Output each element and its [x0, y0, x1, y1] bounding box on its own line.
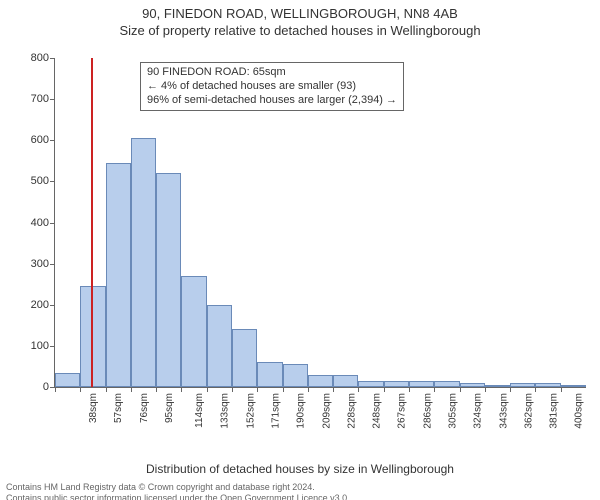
histogram-bar — [232, 329, 257, 387]
chart-subtitle: Size of property relative to detached ho… — [0, 23, 600, 38]
x-tick-label: 57sqm — [113, 393, 124, 423]
x-tick-label: 38sqm — [88, 393, 99, 423]
x-tick — [257, 387, 258, 392]
y-tick-label: 800 — [31, 52, 55, 64]
annotation-line2: ← 4% of detached houses are smaller (93) — [147, 80, 397, 94]
y-tick-label: 0 — [43, 381, 55, 393]
x-tick-label: 400sqm — [574, 393, 585, 429]
y-tick-label: 100 — [31, 340, 55, 352]
histogram-bar — [535, 383, 560, 387]
x-tick-label: 305sqm — [448, 393, 459, 429]
x-tick-label: 190sqm — [296, 393, 307, 429]
histogram-bar — [434, 381, 459, 387]
x-tick — [333, 387, 334, 392]
x-tick — [207, 387, 208, 392]
annotation-line1: 90 FINEDON ROAD: 65sqm — [147, 66, 397, 80]
x-tick-label: 228sqm — [346, 393, 357, 429]
y-tick-label: 500 — [31, 175, 55, 187]
y-tick-label: 600 — [31, 134, 55, 146]
histogram-bar — [55, 373, 80, 387]
x-tick — [308, 387, 309, 392]
annotation-line3: 96% of semi-detached houses are larger (… — [147, 94, 397, 108]
histogram-bar — [257, 362, 282, 387]
x-tick-label: 248sqm — [372, 393, 383, 429]
x-tick-label: 152sqm — [245, 393, 256, 429]
x-tick — [232, 387, 233, 392]
x-tick — [106, 387, 107, 392]
reference-line — [91, 58, 93, 387]
x-tick-label: 133sqm — [220, 393, 231, 429]
histogram-bar — [460, 383, 485, 387]
footer-line1: Contains HM Land Registry data © Crown c… — [6, 482, 594, 493]
x-tick — [409, 387, 410, 392]
x-tick-label: 343sqm — [498, 393, 509, 429]
x-tick — [358, 387, 359, 392]
footer: Contains HM Land Registry data © Crown c… — [6, 482, 594, 500]
footer-line2: Contains public sector information licen… — [6, 493, 594, 500]
histogram-bar — [358, 381, 383, 387]
x-tick — [535, 387, 536, 392]
x-tick-label: 267sqm — [397, 393, 408, 429]
x-tick — [131, 387, 132, 392]
y-tick-label: 400 — [31, 217, 55, 229]
histogram-bar — [207, 305, 232, 387]
x-tick-label: 381sqm — [549, 393, 560, 429]
histogram-bar — [485, 385, 510, 387]
x-tick-label: 76sqm — [139, 393, 150, 423]
histogram-bar — [333, 375, 358, 387]
histogram-bar — [283, 364, 308, 387]
x-axis-caption: Distribution of detached houses by size … — [0, 462, 600, 476]
histogram-bar — [156, 173, 181, 387]
x-tick-label: 324sqm — [473, 393, 484, 429]
x-tick — [283, 387, 284, 392]
x-tick — [80, 387, 81, 392]
histogram-bar — [106, 163, 131, 387]
x-tick — [384, 387, 385, 392]
x-tick — [510, 387, 511, 392]
plot: 90 FINEDON ROAD: 65sqm ← 4% of detached … — [54, 58, 586, 388]
x-tick — [485, 387, 486, 392]
chart-container: 90, FINEDON ROAD, WELLINGBOROUGH, NN8 4A… — [0, 6, 600, 500]
x-tick — [181, 387, 182, 392]
x-tick-label: 171sqm — [271, 393, 282, 429]
histogram-bar — [561, 385, 586, 387]
x-tick — [55, 387, 56, 392]
x-tick — [460, 387, 461, 392]
x-tick — [156, 387, 157, 392]
histogram-bar — [80, 286, 105, 387]
histogram-bar — [409, 381, 434, 387]
histogram-bar — [510, 383, 535, 387]
histogram-bar — [131, 138, 156, 387]
y-tick-label: 200 — [31, 299, 55, 311]
y-tick-label: 700 — [31, 93, 55, 105]
x-tick-label: 286sqm — [422, 393, 433, 429]
x-tick-label: 114sqm — [194, 393, 205, 428]
x-tick-label: 95sqm — [164, 393, 175, 423]
plot-area: Number of detached properties 90 FINEDON… — [0, 46, 600, 436]
chart-title: 90, FINEDON ROAD, WELLINGBOROUGH, NN8 4A… — [0, 6, 600, 21]
y-tick-label: 300 — [31, 258, 55, 270]
histogram-bar — [308, 375, 333, 387]
annotation-box: 90 FINEDON ROAD: 65sqm ← 4% of detached … — [140, 62, 404, 111]
x-tick — [434, 387, 435, 392]
x-tick-label: 209sqm — [321, 393, 332, 429]
x-tick — [561, 387, 562, 392]
histogram-bar — [384, 381, 409, 387]
histogram-bar — [181, 276, 206, 387]
x-tick-label: 362sqm — [523, 393, 534, 429]
